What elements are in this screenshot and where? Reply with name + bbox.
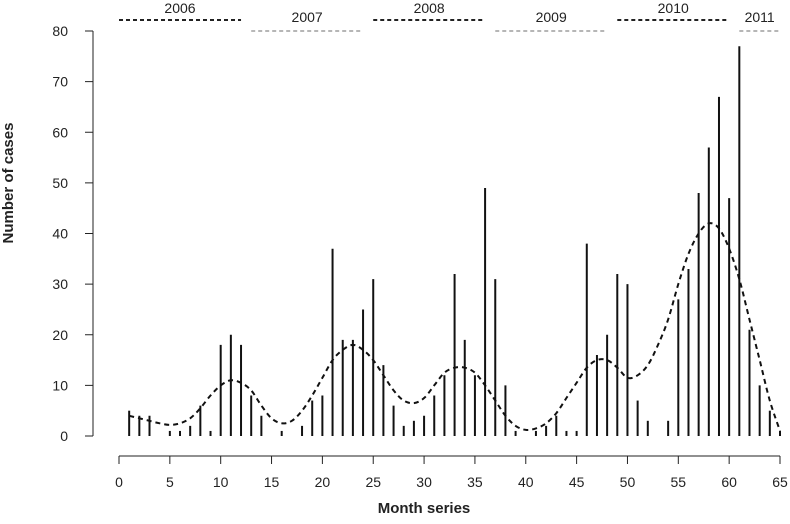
x-tick-label: 5 bbox=[166, 474, 174, 490]
y-tick-label: 40 bbox=[52, 226, 68, 242]
y-axis: 0 10 20 30 40 50 60 70 80 bbox=[52, 23, 94, 444]
y-tick-label: 80 bbox=[52, 23, 68, 39]
smooth-curve bbox=[128, 222, 781, 432]
y-tick-label: 60 bbox=[52, 124, 68, 140]
smooth-series bbox=[128, 222, 781, 432]
year-bands: 2006 2007 2008 2009 2010 2011 bbox=[119, 0, 780, 32]
year-label: 2011 bbox=[745, 9, 775, 25]
y-tick-label: 0 bbox=[60, 428, 68, 444]
x-tick-label: 0 bbox=[115, 474, 123, 490]
y-tick-label: 10 bbox=[52, 377, 68, 393]
x-tick-label: 45 bbox=[569, 474, 585, 490]
y-tick-label: 50 bbox=[52, 175, 68, 191]
year-label: 2009 bbox=[536, 9, 567, 25]
y-tick-label: 70 bbox=[52, 74, 68, 90]
x-tick-label: 20 bbox=[315, 474, 331, 490]
x-tick-label: 50 bbox=[620, 474, 636, 490]
y-tick-label: 20 bbox=[52, 327, 68, 343]
bar-series bbox=[128, 46, 781, 436]
x-tick-label: 10 bbox=[213, 474, 229, 490]
year-label: 2006 bbox=[164, 0, 195, 16]
x-tick-label: 65 bbox=[772, 474, 788, 490]
year-label: 2010 bbox=[658, 0, 689, 16]
x-tick-label: 55 bbox=[671, 474, 687, 490]
x-tick-label: 15 bbox=[264, 474, 280, 490]
x-tick-label: 60 bbox=[721, 474, 737, 490]
x-tick-label: 25 bbox=[365, 474, 381, 490]
x-axis: 0 5 10 15 20 25 30 35 40 45 50 55 60 65 bbox=[115, 455, 788, 490]
y-axis-title: Number of cases bbox=[0, 123, 17, 244]
year-label: 2008 bbox=[414, 0, 445, 16]
x-tick-label: 40 bbox=[518, 474, 534, 490]
year-label: 2007 bbox=[292, 9, 323, 25]
y-tick-label: 30 bbox=[52, 276, 68, 292]
x-axis-title: Month series bbox=[378, 500, 471, 517]
x-tick-label: 35 bbox=[467, 474, 483, 490]
x-tick-label: 30 bbox=[416, 474, 432, 490]
